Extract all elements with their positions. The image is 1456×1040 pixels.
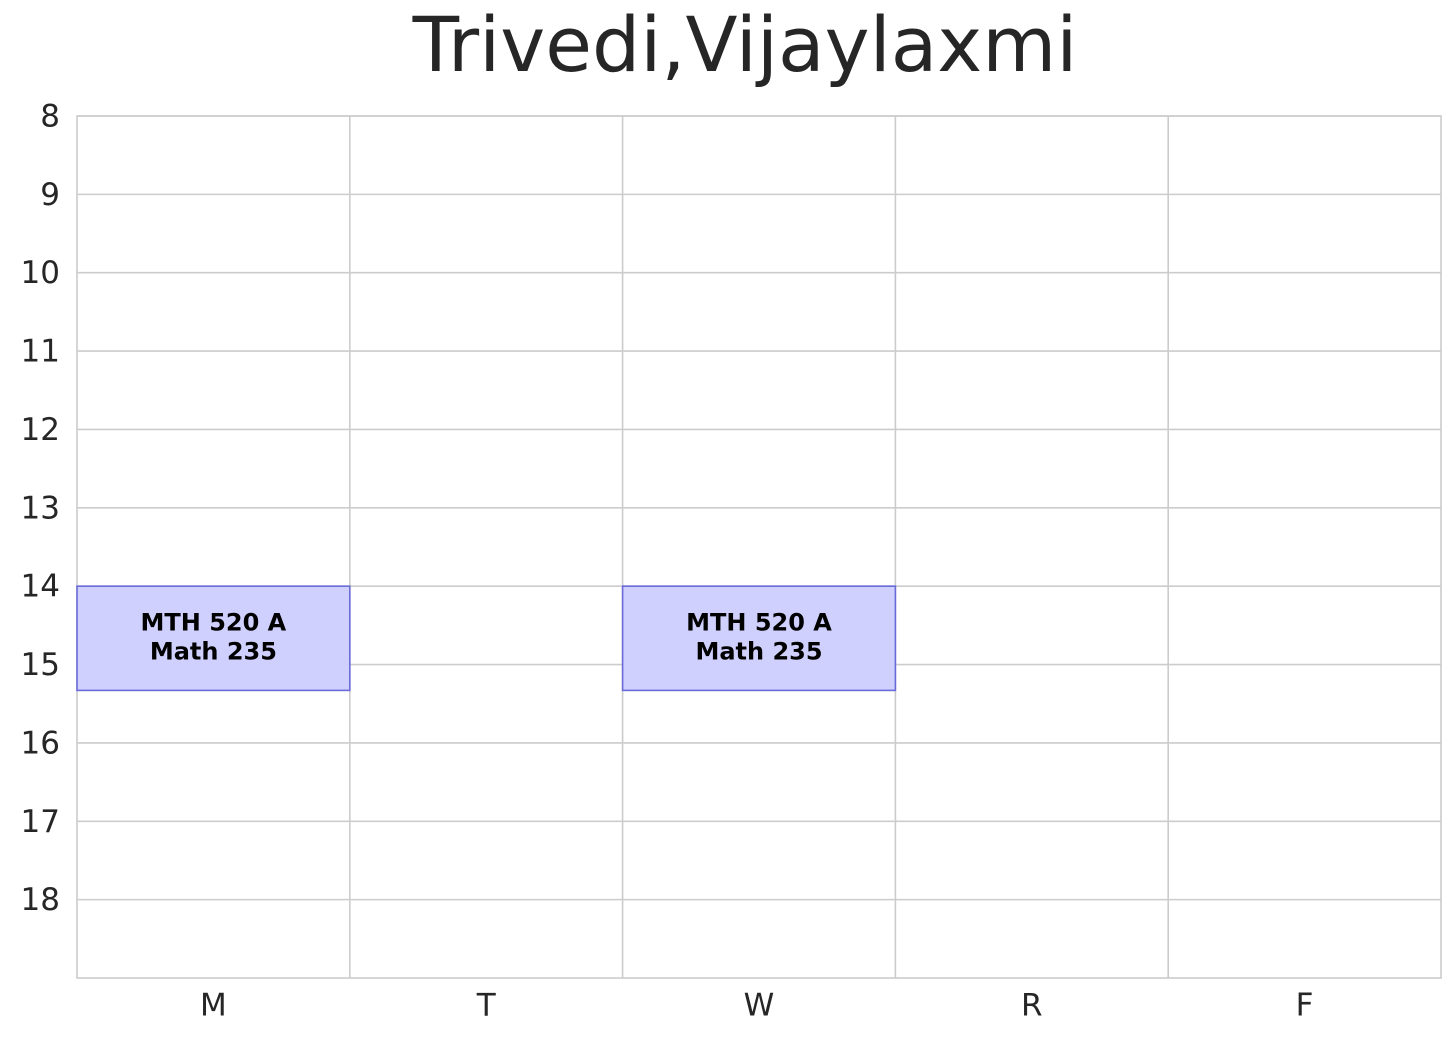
y-tick-label: 8 <box>40 99 60 135</box>
y-tick-label: 13 <box>21 490 60 526</box>
event-course: MTH 520 A <box>141 608 287 636</box>
x-tick-label: T <box>476 988 497 1024</box>
y-tick-label: 14 <box>21 569 60 605</box>
y-tick-label: 16 <box>21 725 60 761</box>
y-tick-label: 15 <box>21 647 60 683</box>
y-tick-label: 12 <box>21 412 60 448</box>
x-tick-label: R <box>1021 988 1043 1024</box>
y-tick-label: 17 <box>21 804 60 840</box>
y-tick-label: 10 <box>21 255 60 291</box>
y-tick-label: 18 <box>21 882 60 918</box>
plot-frame <box>76 115 1442 979</box>
event-room: Math 235 <box>695 637 822 665</box>
y-tick-label: 11 <box>21 334 60 370</box>
chart-title: Trivedi,Vijaylaxmi <box>412 0 1078 89</box>
y-tick-label: 9 <box>40 177 60 213</box>
event-course: MTH 520 A <box>686 608 832 636</box>
event-block <box>76 585 351 692</box>
x-tick-label: M <box>200 988 227 1024</box>
event-block <box>621 585 897 692</box>
x-tick-label: F <box>1296 988 1314 1024</box>
event-room: Math 235 <box>150 637 277 665</box>
x-tick-label: W <box>744 988 775 1024</box>
